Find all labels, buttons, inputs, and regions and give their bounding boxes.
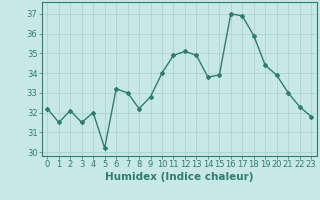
X-axis label: Humidex (Indice chaleur): Humidex (Indice chaleur) bbox=[105, 172, 253, 182]
